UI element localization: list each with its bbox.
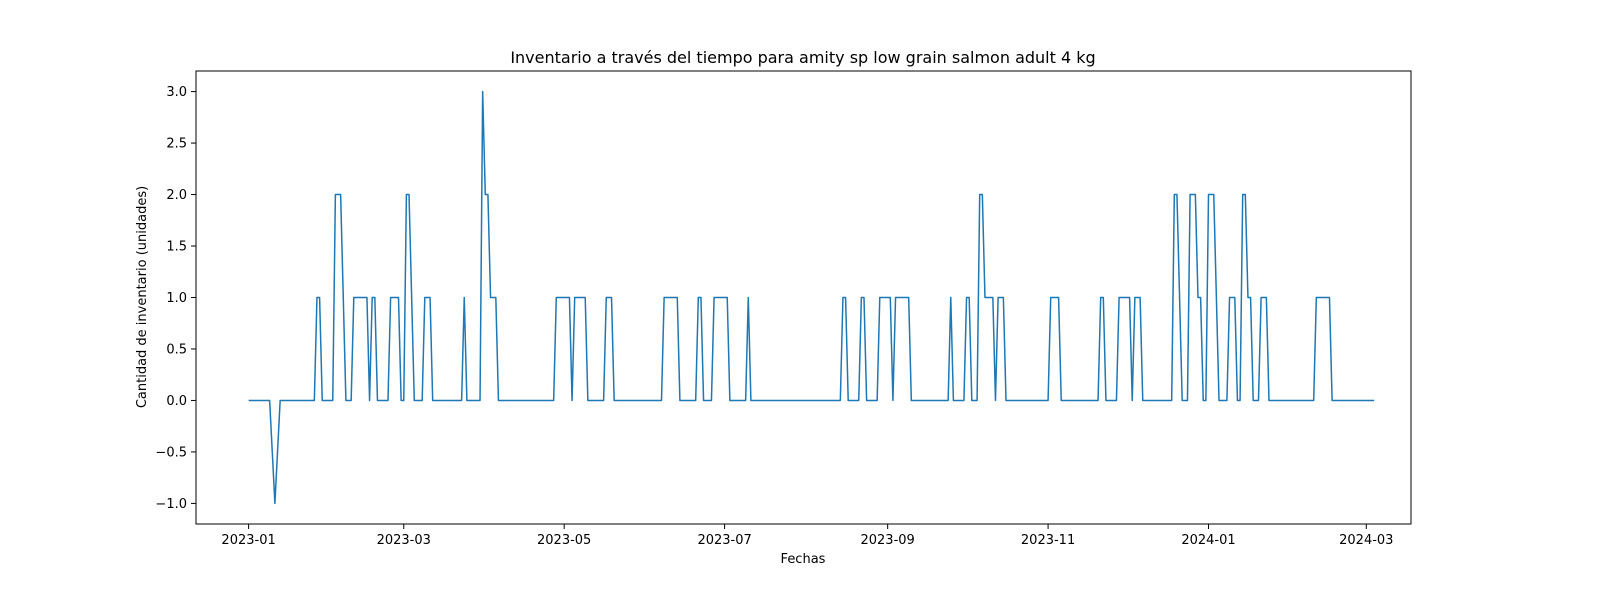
y-tick-label: 2.5 <box>166 137 187 152</box>
plot-frame <box>195 70 1412 525</box>
series-line <box>248 90 1375 505</box>
x-tick-label: 2023-03 <box>377 533 431 548</box>
x-tick-label: 2024-01 <box>1181 533 1235 548</box>
y-tick-label: 1.5 <box>166 240 187 255</box>
y-tick-label: 2.0 <box>166 188 187 203</box>
x-tick-label: 2023-05 <box>537 533 591 548</box>
y-tick-label: 0.5 <box>166 342 187 357</box>
x-tick-label: 2023-11 <box>1021 533 1075 548</box>
plot-area: 2023-01 2023-03 2023-05 2023-07 2023-09 2023-… <box>155 70 1412 548</box>
y-tick-label: 1.0 <box>166 291 187 306</box>
y-axis: −1.0 −0.5 0.0 0.5 1.0 1.5 2.0 2.5 3.0 <box>155 85 196 512</box>
y-tick-label: −0.5 <box>155 445 187 460</box>
plot-background <box>196 71 1411 524</box>
x-axis-label: Fechas <box>781 552 826 567</box>
x-tick-label: 2023-09 <box>860 533 914 548</box>
y-axis-label: Cantidad de inventario (unidades) <box>135 186 150 408</box>
chart-title: Inventario a través del tiempo para amit… <box>510 48 1095 67</box>
y-tick-label: 0.0 <box>166 394 187 409</box>
x-tick-label: 2023-01 <box>221 533 275 548</box>
x-axis: 2023-01 2023-03 2023-05 2023-07 2023-09 2023-… <box>221 524 1393 548</box>
x-tick-label: 2023-07 <box>697 533 751 548</box>
y-tick-label: −1.0 <box>155 497 187 512</box>
y-tick-label: 3.0 <box>166 85 187 100</box>
x-tick-label: 2024-03 <box>1339 533 1393 548</box>
